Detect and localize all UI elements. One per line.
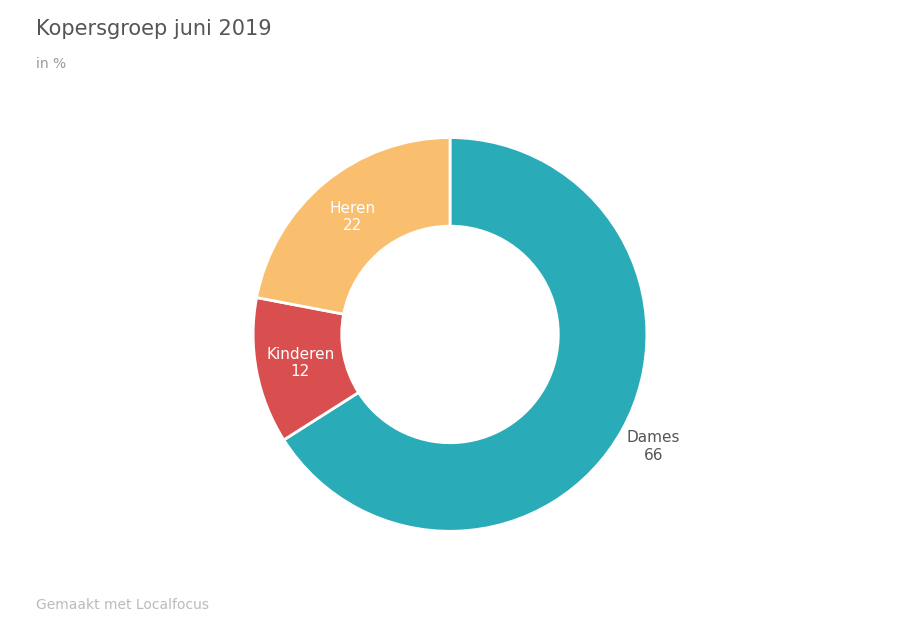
Text: Dames
66: Dames 66 — [626, 430, 680, 463]
Wedge shape — [284, 138, 647, 531]
Text: in %: in % — [36, 57, 66, 71]
Text: Heren
22: Heren 22 — [329, 201, 376, 233]
Text: Kopersgroep juni 2019: Kopersgroep juni 2019 — [36, 19, 272, 39]
Text: Gemaakt met Localfocus: Gemaakt met Localfocus — [36, 598, 209, 612]
Text: Kinderen
12: Kinderen 12 — [266, 347, 334, 379]
Wedge shape — [253, 298, 358, 440]
Wedge shape — [256, 138, 450, 314]
